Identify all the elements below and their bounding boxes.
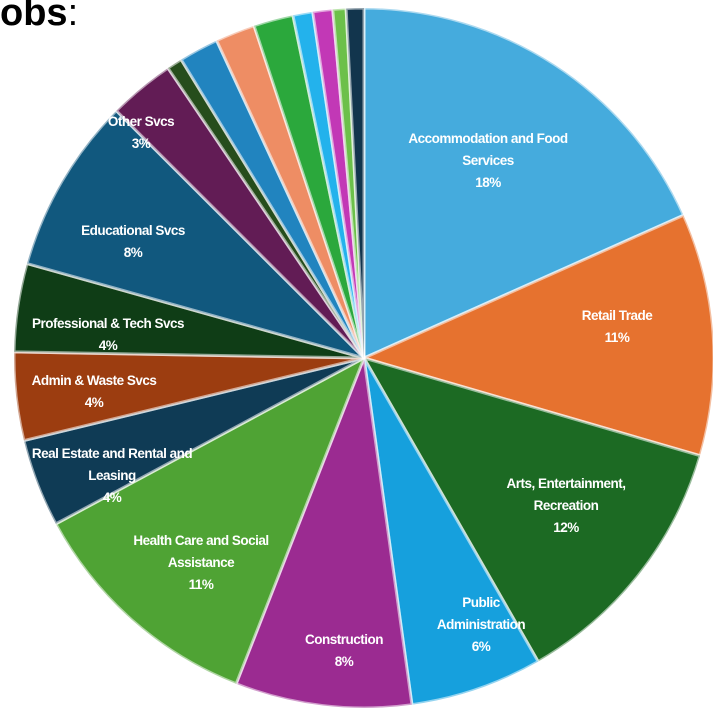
pie-slice-4 (234, 356, 414, 710)
pie-slice-0 (362, 6, 686, 360)
slice-label-line-7-0: Admin & Waste Svcs (32, 373, 157, 388)
slice-label-line-10-0: Other Svcs (108, 114, 174, 129)
slice-label-6: Real Estate and Rental and Leasing 4% (32, 446, 193, 505)
slice-label-line-6-0: Real Estate and Rental and (32, 446, 193, 461)
slice-label-line-1-0: Retail Trade (582, 308, 654, 323)
slice-label-line-9-0: Educational Svcs (81, 223, 185, 238)
chart-title-fragment: obs: (0, 0, 78, 32)
pie-labels: Accommodation and Food Services 18% Retail … (32, 114, 654, 669)
pie-slice-9 (25, 109, 366, 360)
slice-label-line-0-0: Accommodation and Food (408, 131, 568, 146)
slice-percent-2: 12% (553, 520, 579, 535)
chart-title-bold: obs (0, 0, 68, 34)
slice-label-7: Admin & Waste Svcs 4% (32, 373, 157, 410)
slice-label-line-2-1: Recreation (534, 498, 599, 513)
slice-label-1: Retail Trade 11% (582, 308, 654, 345)
slice-percent-4: 8% (335, 654, 354, 669)
slice-label-line-3-1: Administration (437, 617, 526, 632)
pie-slice-5 (54, 356, 366, 686)
slice-label-2: Arts, Entertainment, Recreation 12% (506, 476, 625, 535)
slice-label-line-5-0: Health Care and Social (133, 533, 268, 548)
slice-label-line-0-1: Services (462, 153, 514, 168)
slice-label-line-8-0: Professional & Tech Svcs (32, 316, 184, 331)
slice-label-0: Accommodation and Food Services 18% (408, 131, 568, 190)
pie-slice-18 (344, 6, 366, 360)
slice-label-line-4-0: Construction (305, 632, 383, 647)
pie-slice-1 (362, 213, 713, 458)
slice-label-3: Public Administration 6% (437, 595, 526, 654)
slice-label-10: Other Svcs 3% (108, 114, 174, 151)
slice-label-line-6-1: Leasing (88, 468, 136, 483)
pie-slice-2 (362, 356, 702, 664)
slice-percent-5: 11% (189, 577, 214, 592)
slice-label-line-2-0: Arts, Entertainment, (506, 476, 625, 491)
slice-percent-3: 6% (472, 639, 491, 654)
slice-label-4: Construction 8% (305, 632, 383, 669)
slice-label-9: Educational Svcs 8% (81, 223, 185, 260)
slice-label-line-3-0: Public (462, 595, 500, 610)
slice-percent-0: 18% (475, 175, 501, 190)
slice-percent-1: 11% (605, 330, 630, 345)
pie-slices (12, 6, 713, 710)
slice-percent-6: 4% (103, 490, 122, 505)
pie-slice-3 (362, 356, 540, 707)
slice-percent-8: 4% (99, 338, 118, 353)
slice-label-5: Health Care and Social Assistance 11% (133, 533, 268, 592)
slice-percent-7: 4% (85, 395, 104, 410)
slice-label-line-5-1: Assistance (168, 555, 235, 570)
slice-label-8: Professional & Tech Svcs 4% (32, 316, 184, 353)
chart-title-colon: : (67, 0, 79, 34)
slice-percent-9: 8% (124, 245, 143, 260)
slice-percent-10: 3% (132, 136, 151, 151)
